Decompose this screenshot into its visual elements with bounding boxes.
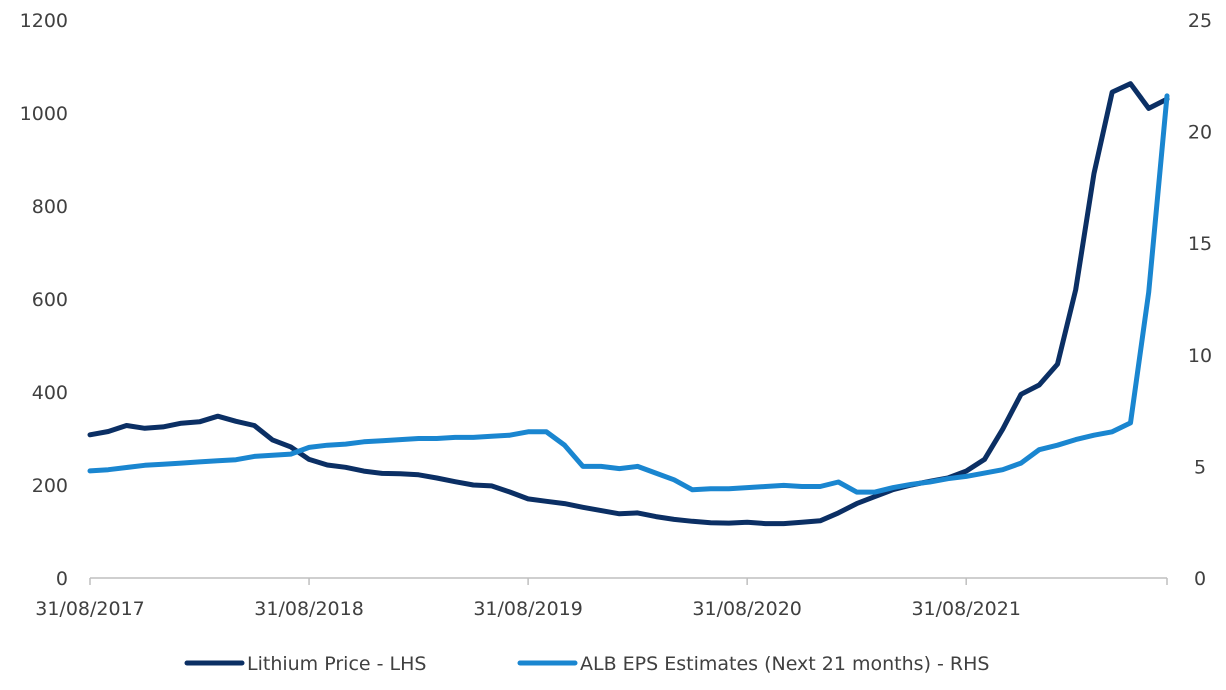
x-tick-label: 31/08/2019 bbox=[473, 598, 583, 620]
legend: Lithium Price - LHS ALB EPS Estimates (N… bbox=[184, 653, 989, 675]
left-y-tick-label: 0 bbox=[56, 568, 68, 590]
right-y-tick-label: 0 bbox=[1194, 568, 1206, 590]
x-tick-label: 31/08/2017 bbox=[35, 598, 145, 620]
right-y-tick-label: 15 bbox=[1188, 233, 1212, 255]
left-y-tick-label: 1000 bbox=[20, 103, 68, 125]
legend-label-lithium: Lithium Price - LHS bbox=[247, 653, 426, 675]
series-line-alb-eps bbox=[87, 93, 1170, 495]
x-tick-label: 31/08/2021 bbox=[911, 598, 1021, 620]
right-y-tick-label: 25 bbox=[1188, 10, 1212, 32]
legend-label-alb: ALB EPS Estimates (Next 21 months) - RHS bbox=[580, 653, 989, 675]
series-line-lithium-price bbox=[87, 81, 1170, 527]
right-y-tick-label: 5 bbox=[1194, 456, 1206, 478]
left-y-tick-label: 400 bbox=[32, 382, 68, 404]
x-tick-label: 31/08/2018 bbox=[254, 598, 364, 620]
right-y-tick-label: 20 bbox=[1188, 122, 1212, 144]
series-lines bbox=[87, 81, 1170, 527]
left-y-tick-label: 1200 bbox=[20, 10, 68, 32]
x-axis-ticks: 31/08/2017 31/08/2018 31/08/2019 31/08/2020… bbox=[35, 578, 1168, 620]
left-y-axis-ticks: 0 200 400 600 800 1000 1200 bbox=[20, 10, 68, 590]
left-y-tick-label: 200 bbox=[32, 475, 68, 497]
x-tick-label: 31/08/2020 bbox=[692, 598, 802, 620]
left-y-tick-label: 600 bbox=[32, 289, 68, 311]
left-y-tick-label: 800 bbox=[32, 196, 68, 218]
right-y-tick-label: 10 bbox=[1188, 345, 1212, 367]
right-y-axis-ticks: 0 5 10 15 20 25 bbox=[1188, 10, 1212, 590]
